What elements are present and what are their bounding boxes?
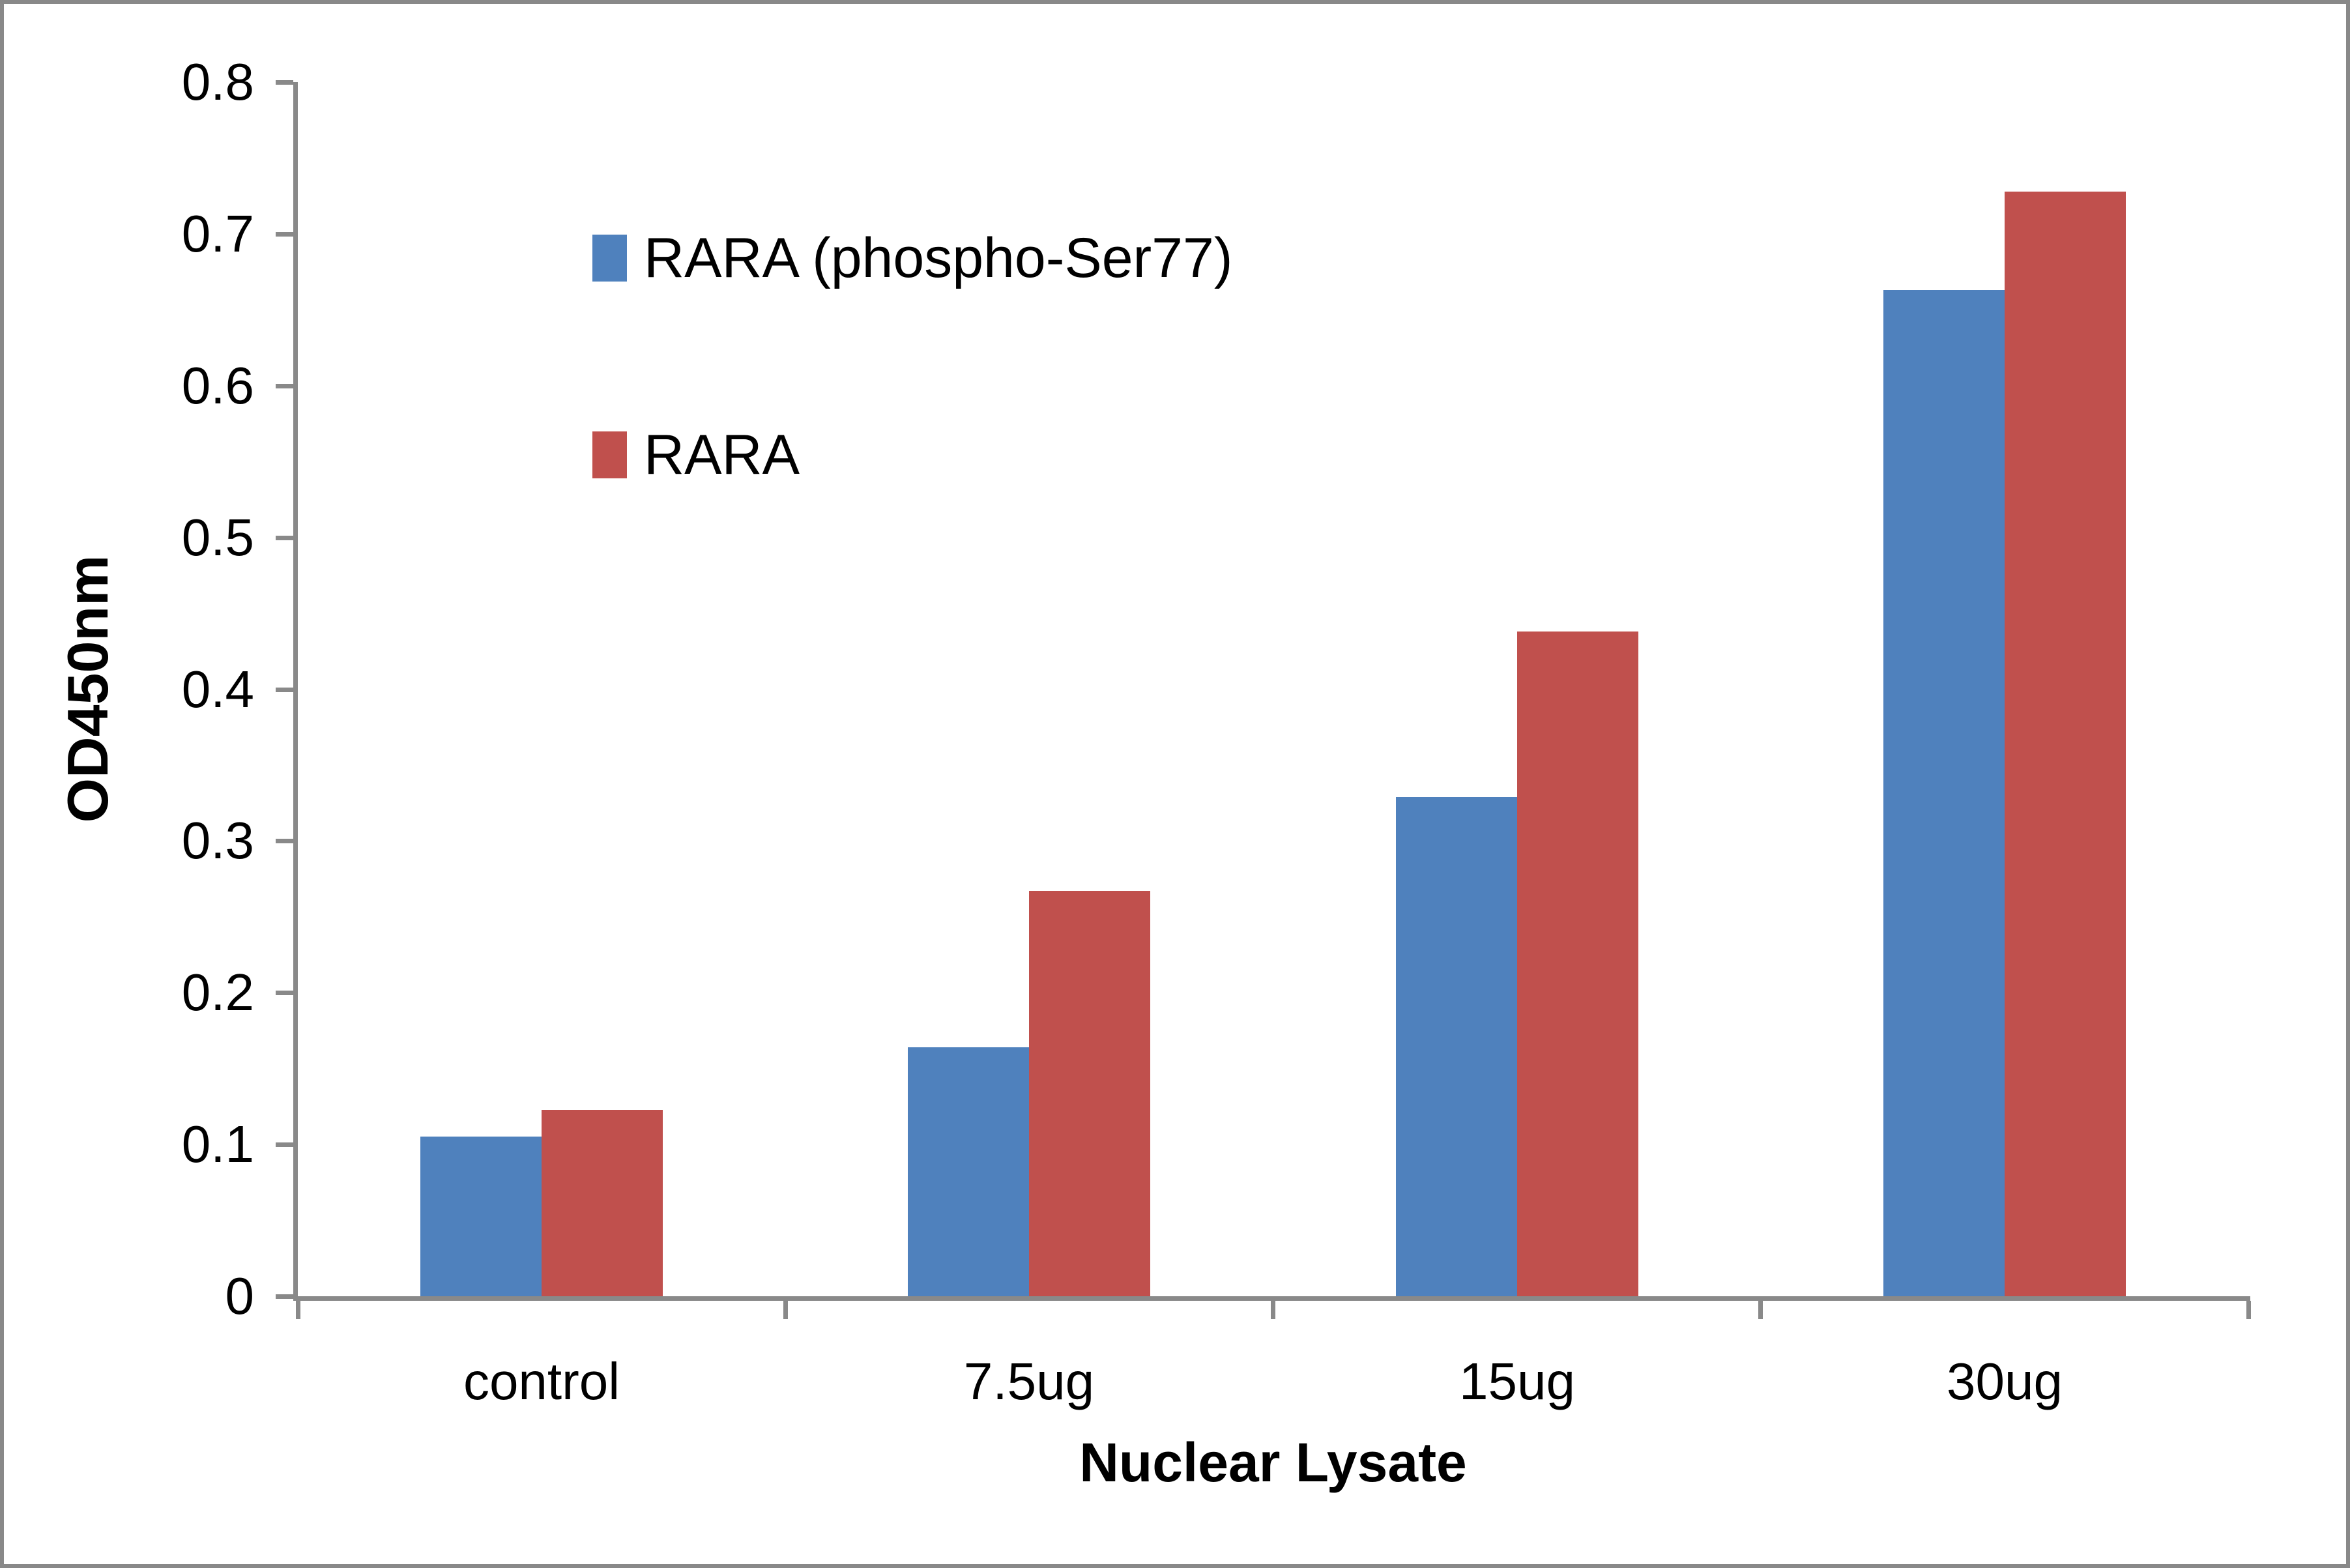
y-tick-mark xyxy=(276,536,293,540)
y-tick-mark xyxy=(276,688,293,692)
bar-30ug-RARA xyxy=(2005,192,2126,1296)
bar-15ug-RARA (phospho-Ser77) xyxy=(1396,797,1517,1296)
y-tick-mark xyxy=(276,1294,293,1299)
y-tick-label: 0.2 xyxy=(181,963,254,1021)
x-category-label: 15ug xyxy=(1459,1352,1575,1410)
bar-7.5ug-RARA (phospho-Ser77) xyxy=(908,1047,1029,1296)
y-tick-label: 0 xyxy=(225,1267,255,1325)
bar-control-RARA xyxy=(542,1110,663,1296)
y-axis-line xyxy=(293,82,298,1301)
legend-label: RARA (phospho-Ser77) xyxy=(644,227,1233,289)
y-tick-mark xyxy=(276,80,293,85)
x-axis-line xyxy=(293,1296,2250,1301)
x-tick-mark xyxy=(1271,1301,1275,1319)
x-tick-mark xyxy=(296,1301,300,1319)
y-tick-label: 0.4 xyxy=(181,660,254,718)
y-tick-label: 0.7 xyxy=(181,205,254,263)
legend-item: RARA (phospho-Ser77) xyxy=(592,227,1233,289)
legend-swatch xyxy=(592,431,627,478)
x-category-label: 7.5ug xyxy=(963,1352,1095,1410)
bar-30ug-RARA (phospho-Ser77) xyxy=(1883,290,2005,1296)
y-tick-mark xyxy=(276,384,293,388)
y-tick-label: 0.6 xyxy=(181,356,254,414)
bar-control-RARA (phospho-Ser77) xyxy=(420,1137,542,1296)
legend-item: RARA xyxy=(592,424,1232,486)
x-tick-mark xyxy=(2246,1301,2251,1319)
y-tick-label: 0.8 xyxy=(181,53,254,111)
legend-label: RARA xyxy=(644,424,800,486)
legend-swatch xyxy=(592,235,627,282)
x-axis-title: Nuclear Lysate xyxy=(1079,1432,1467,1493)
y-tick-mark xyxy=(276,1142,293,1147)
y-axis-title: OD450nm xyxy=(55,555,120,823)
legend: RARA (phospho-Ser77) RARA xyxy=(592,227,1233,628)
x-tick-mark xyxy=(783,1301,788,1319)
y-tick-mark xyxy=(276,232,293,237)
y-tick-mark xyxy=(276,839,293,843)
y-tick-mark xyxy=(276,991,293,995)
x-category-label: 30ug xyxy=(1947,1352,2063,1410)
y-tick-label: 0.5 xyxy=(181,508,254,566)
y-tick-label: 0.3 xyxy=(181,811,254,869)
bar-7.5ug-RARA xyxy=(1029,891,1150,1296)
x-tick-mark xyxy=(1758,1301,1763,1319)
bar-15ug-RARA xyxy=(1517,632,1638,1296)
x-category-label: control xyxy=(463,1352,620,1410)
y-tick-label: 0.1 xyxy=(181,1115,254,1173)
